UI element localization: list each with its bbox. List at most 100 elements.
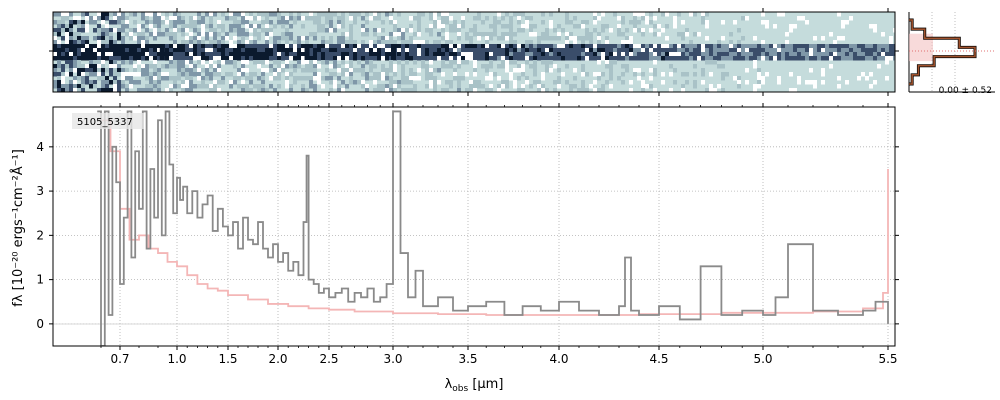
spectrum-2d-cell bbox=[441, 28, 445, 33]
spectrum-2d-cell bbox=[113, 20, 117, 25]
spectrum-2d-cell bbox=[325, 60, 329, 65]
spectrum-2d-cell bbox=[621, 72, 625, 77]
spectrum-2d-cell bbox=[665, 44, 669, 49]
spectrum-2d-cell bbox=[521, 88, 525, 92]
spectrum-2d-cell bbox=[641, 48, 645, 53]
spectrum-2d-cell bbox=[833, 48, 837, 53]
spectrum-2d-cell bbox=[81, 76, 85, 81]
spectrum-2d-cell bbox=[781, 12, 785, 17]
spectrum-2d-cell bbox=[77, 16, 81, 21]
spectrum-2d-cell bbox=[501, 24, 505, 29]
spectrum-2d-cell bbox=[421, 12, 425, 17]
spectrum-2d-cell bbox=[305, 76, 309, 81]
spectrum-2d-cell bbox=[501, 64, 505, 69]
spectrum-2d-cell bbox=[593, 28, 597, 33]
spectrum-2d-cell bbox=[681, 36, 685, 41]
spectrum-2d-cell bbox=[333, 72, 337, 77]
spectrum-2d-cell bbox=[73, 52, 77, 57]
spectrum-2d-cell bbox=[589, 36, 593, 41]
spectrum-2d-cell bbox=[617, 52, 621, 57]
spectrum-2d-cell bbox=[485, 88, 489, 92]
spectrum-2d-cell bbox=[513, 60, 517, 65]
spectrum-2d-cell bbox=[193, 16, 197, 21]
spectrum-2d-cell bbox=[121, 84, 125, 89]
spectrum-2d-cell bbox=[817, 48, 821, 53]
spectrum-2d-cell bbox=[233, 36, 237, 41]
spectrum-2d-cell bbox=[741, 56, 745, 61]
spectrum-2d-cell bbox=[537, 84, 541, 89]
spectrum-2d-cell bbox=[57, 56, 61, 61]
spectrum-2d-cell bbox=[153, 80, 157, 85]
spectrum-2d-cell bbox=[693, 12, 697, 17]
spectrum-2d-cell bbox=[377, 72, 381, 77]
spectrum-2d-cell bbox=[729, 44, 733, 49]
spectrum-2d-cell bbox=[593, 48, 597, 53]
spectrum-2d-cell bbox=[429, 28, 433, 33]
spectrum-2d-cell bbox=[301, 76, 305, 81]
spectrum-2d-cell bbox=[693, 52, 697, 57]
spectrum-2d-cell bbox=[649, 76, 653, 81]
spectrum-2d-cell bbox=[189, 40, 193, 45]
spectrum-2d-cell bbox=[85, 52, 89, 57]
spectrum-2d-cell bbox=[85, 56, 89, 61]
spectrum-2d-cell bbox=[865, 76, 869, 81]
spectrum-2d-cell bbox=[709, 44, 713, 49]
spectrum-2d-cell bbox=[525, 40, 529, 45]
spectrum-2d-cell bbox=[789, 72, 793, 77]
spectrum-2d-cell bbox=[341, 56, 345, 61]
spectrum-2d-cell bbox=[181, 84, 185, 89]
spectrum-2d-cell bbox=[157, 32, 161, 37]
spectrum-2d-cell bbox=[77, 64, 81, 69]
spectrum-2d-cell bbox=[273, 60, 277, 65]
spectrum-2d-cell bbox=[717, 48, 721, 53]
spectrum-2d-cell bbox=[405, 76, 409, 81]
spectrum-2d-cell bbox=[565, 12, 569, 17]
spectrum-2d-cell bbox=[381, 20, 385, 25]
spectrum-2d-cell bbox=[369, 44, 373, 49]
spectrum-2d-cell bbox=[69, 80, 73, 85]
spectrum-2d-cell bbox=[481, 44, 485, 49]
spectrum-2d-cell bbox=[645, 20, 649, 25]
spectrum-2d-cell bbox=[889, 48, 893, 53]
spectrum-2d-cell bbox=[109, 88, 113, 92]
spectrum-2d-cell bbox=[153, 60, 157, 65]
spectrum-2d-cell bbox=[389, 80, 393, 85]
spectrum-2d-cell bbox=[605, 40, 609, 45]
spectrum-2d-cell bbox=[325, 68, 329, 73]
spectrum-2d-cell bbox=[529, 64, 533, 69]
spectrum-2d-cell bbox=[277, 12, 281, 17]
spectrum-2d-cell bbox=[861, 52, 865, 57]
spectrum-2d-cell bbox=[161, 16, 165, 21]
spectrum-2d-cell bbox=[461, 24, 465, 29]
spectrum-2d-cell bbox=[729, 40, 733, 45]
histogram-steps bbox=[909, 18, 995, 86]
spectrum-2d-cell bbox=[473, 84, 477, 89]
spectrum-2d-cell bbox=[105, 48, 109, 53]
spectrum-2d-cell bbox=[157, 24, 161, 29]
spectrum-2d-cell bbox=[873, 80, 877, 85]
spectrum-2d-cell bbox=[761, 52, 765, 57]
spectrum-2d-cell bbox=[249, 80, 253, 85]
spectrum-2d-cell bbox=[581, 36, 585, 41]
spectrum-2d-cell bbox=[285, 76, 289, 81]
spectrum-2d-cell bbox=[525, 52, 529, 57]
spectrum-2d-cell bbox=[145, 44, 149, 49]
spectrum-2d-cell bbox=[477, 44, 481, 49]
spectrum-2d-cell bbox=[537, 80, 541, 85]
spectrum-2d-cell bbox=[61, 12, 65, 17]
spectrum-2d-cell bbox=[297, 12, 301, 17]
spectrum-2d-cell bbox=[105, 28, 109, 33]
spectrum-2d-cell bbox=[509, 72, 513, 77]
spectrum-2d-cell bbox=[825, 48, 829, 53]
spectrum-2d-cell bbox=[61, 72, 65, 77]
spectrum-2d-cell bbox=[553, 36, 557, 41]
spectrum-2d-cell bbox=[217, 64, 221, 69]
spectrum-2d-cell bbox=[197, 52, 201, 57]
spectrum-2d-cell bbox=[537, 52, 541, 57]
spectrum-2d-cell bbox=[457, 56, 461, 61]
spectrum-2d-cell bbox=[417, 16, 421, 21]
spectrum-2d-cell bbox=[285, 60, 289, 65]
spectrum-2d-cell bbox=[573, 40, 577, 45]
spectrum-2d-cell bbox=[389, 84, 393, 89]
spectrum-2d-cell bbox=[185, 84, 189, 89]
